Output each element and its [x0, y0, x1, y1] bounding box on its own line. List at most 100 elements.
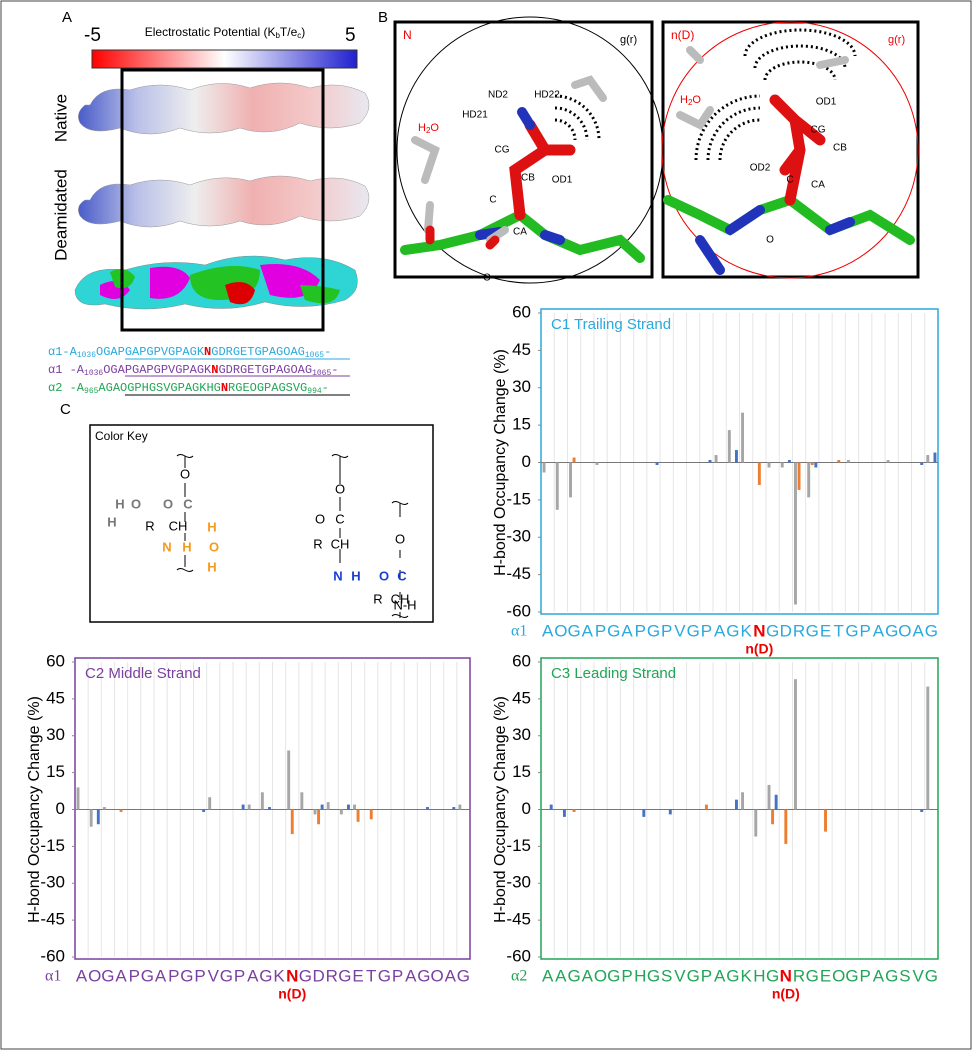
x-tick-label: A [714, 621, 726, 640]
x-tick-label: O [898, 621, 911, 640]
md-label: N [403, 28, 412, 42]
sequence-part: N [221, 381, 228, 395]
x-tick-label: N [286, 966, 298, 985]
water-label: H2O [680, 94, 701, 107]
y-tick-label: 45 [46, 688, 65, 707]
sequence-part: 1036 [84, 369, 103, 378]
bar [774, 794, 778, 810]
bar [846, 460, 850, 463]
color-key-atom: H [115, 496, 124, 511]
x-tick-label: P [129, 966, 140, 985]
atom-label: HD22 [534, 90, 560, 101]
color-key-atom: CH [391, 591, 410, 606]
color-key-atom: H [182, 539, 191, 554]
x-tick-label: G [299, 966, 312, 985]
colorbar-max: 5 [345, 25, 356, 46]
bar [102, 807, 106, 810]
bar [300, 792, 304, 810]
x-tick-label: A [873, 621, 885, 640]
bar [794, 462, 797, 605]
x-tick-label: G [845, 966, 858, 985]
bar [810, 462, 814, 465]
y-tick-label: 15 [512, 415, 531, 434]
colorbar-title: Electrostatic Potential (KbT/ec) [145, 25, 306, 40]
water-label-part: O [692, 94, 701, 106]
bar [787, 460, 791, 463]
sequence-part: N [204, 345, 211, 359]
water-label-part: H [418, 122, 426, 134]
sequence-part: 965 [84, 387, 99, 396]
md-label: n(D) [671, 28, 694, 42]
atom-label: C [786, 175, 793, 186]
bar [754, 809, 758, 837]
color-key-atom: O [180, 466, 190, 481]
sequence-part: 1036 [77, 351, 96, 360]
x-tick-label: O [430, 966, 443, 985]
atom-label: O [766, 235, 774, 246]
y-tick-label: 0 [522, 452, 531, 471]
x-tick-label: E [820, 966, 831, 985]
x-tick-label: A [582, 966, 594, 985]
y-tick-label: 30 [512, 725, 531, 744]
bar [572, 457, 576, 463]
water-label-part: 2 [426, 126, 431, 135]
color-key-bonds [176, 454, 409, 618]
colorbar-title-part: b [275, 31, 280, 40]
bar [353, 804, 356, 810]
x-tick-label: O [832, 966, 845, 985]
y-tick-label: 0 [56, 799, 65, 818]
x-tick-label: V [208, 966, 220, 985]
bar [317, 809, 321, 825]
x-tick-label: G [806, 621, 819, 640]
atom-label: ND2 [488, 90, 508, 101]
x-tick-label: P [661, 621, 672, 640]
x-tick-label: H [753, 966, 765, 985]
x-tick-label: A [912, 621, 924, 640]
x-tick-label: V [912, 966, 924, 985]
x-tick-label: T [834, 621, 844, 640]
y-tick-label: 60 [46, 651, 65, 670]
y-tick-label: -45 [506, 910, 531, 929]
color-key-atom: C [335, 511, 344, 526]
bar [708, 460, 712, 463]
y-tick-label: 60 [512, 651, 531, 670]
bar [784, 809, 788, 844]
sequence-part: OGAPGAPGPVGPAGK [96, 345, 205, 359]
sequence-part: OGAPGAPGPVGPAGK [103, 363, 212, 377]
bar [780, 462, 784, 468]
x-tick-label: A [445, 966, 457, 985]
color-key-atom: O [395, 531, 405, 546]
x-tick-label: G [687, 966, 700, 985]
y-tick-label: -60 [506, 601, 531, 620]
atom-label: CB [833, 143, 847, 154]
marker-label: n(D) [745, 641, 773, 657]
x-tick-label: N [753, 621, 765, 640]
x-tick-label: D [780, 621, 792, 640]
bar [208, 797, 212, 810]
y-tick-label: -30 [506, 873, 531, 892]
bar [920, 809, 924, 812]
bar [767, 462, 771, 468]
gr-circle [661, 21, 919, 279]
molecule-nd [663, 46, 915, 275]
bar [767, 784, 771, 810]
atom-label: O [483, 273, 491, 284]
strand-surface-middle [100, 264, 320, 299]
x-tick-label: A [76, 966, 88, 985]
bar [655, 462, 659, 465]
x-tick-label: G [417, 966, 430, 985]
y-tick-label: 30 [46, 725, 65, 744]
color-key-atom: O [315, 511, 325, 526]
y-tick-label: -30 [40, 873, 65, 892]
y-tick-label: -45 [506, 564, 531, 583]
y-axis-label: H-bond Occupancy Change (%) [492, 696, 509, 923]
x-tick-label: G [885, 621, 898, 640]
color-key-atom: O [379, 568, 389, 583]
x-tick-label: G [766, 621, 779, 640]
x-tick-label: A [405, 966, 417, 985]
x-tick-label: P [595, 621, 606, 640]
sequence-part: GDRGETGPAGOAG [218, 363, 312, 377]
atom-label: CA [513, 227, 527, 238]
x-tick-label: S [899, 966, 910, 985]
